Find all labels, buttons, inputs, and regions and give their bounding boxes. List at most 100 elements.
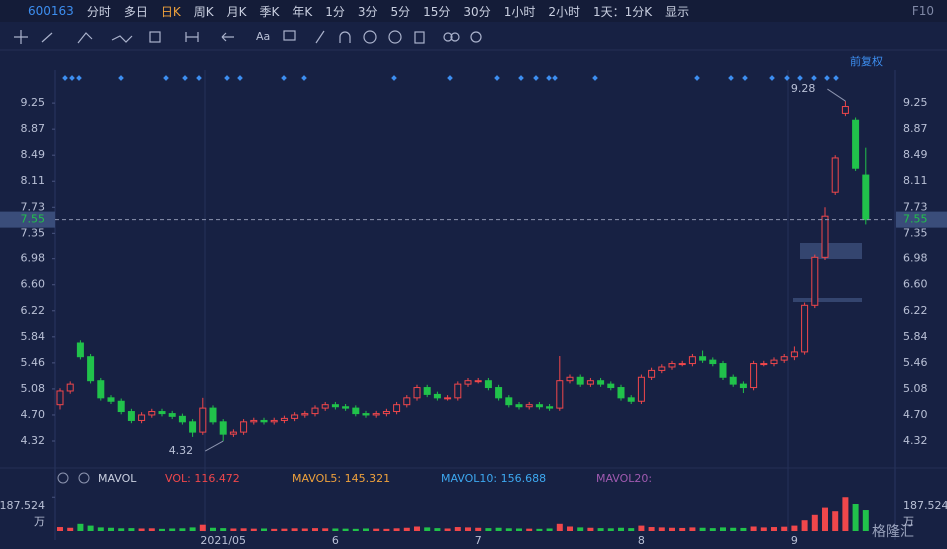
candle-body	[535, 404, 543, 408]
candle-body	[484, 380, 492, 389]
period-tab[interactable]: 日K	[160, 4, 181, 19]
event-dot	[518, 75, 524, 81]
event-dot	[237, 75, 243, 81]
event-dot	[281, 75, 287, 81]
volume-unit: 万	[903, 515, 914, 528]
candle-body	[811, 256, 819, 306]
period-tab[interactable]: 1小时	[503, 4, 536, 19]
period-tab[interactable]: 2小时	[548, 4, 580, 19]
volume-bar	[720, 527, 726, 531]
volume-bar	[230, 528, 237, 531]
volume-bar	[240, 528, 247, 531]
event-dot	[391, 75, 397, 81]
volume-bar	[791, 525, 798, 531]
y-tick-label: 8.11	[21, 174, 46, 187]
volume-bar	[373, 528, 380, 531]
volume-bar	[159, 528, 165, 531]
event-dot	[769, 75, 775, 81]
period-tab[interactable]: 1分	[325, 4, 345, 19]
period-tab[interactable]: 1天：1分K	[592, 4, 653, 19]
candle-body	[566, 376, 574, 382]
candle-body	[576, 376, 584, 385]
volume-bar	[771, 527, 777, 531]
event-dot	[163, 75, 169, 81]
candle-body	[688, 356, 696, 365]
adjust-mode[interactable]: 前复权	[850, 54, 883, 68]
period-tab[interactable]: 月K	[226, 4, 247, 19]
text-tool[interactable]: Aa	[256, 30, 270, 43]
period-tab[interactable]: 5分	[390, 4, 411, 19]
period-tab[interactable]: 年K	[292, 4, 313, 19]
candle-body	[852, 119, 860, 169]
candle-body	[862, 174, 870, 221]
candle-body	[750, 363, 758, 389]
volume-bar	[220, 528, 227, 531]
event-dot	[533, 75, 539, 81]
y-tick-label: 8.49	[21, 148, 46, 161]
candle-body	[229, 431, 237, 435]
candle-body	[403, 397, 411, 406]
candle-body	[148, 411, 156, 416]
candle-body	[87, 356, 95, 382]
y-tick-label: 8.11	[903, 174, 928, 187]
period-tab[interactable]: 分时	[86, 4, 111, 19]
period-tab[interactable]: 周K	[193, 4, 214, 19]
volume-bar	[638, 525, 645, 531]
volume-tick-label: 187.524	[0, 499, 45, 512]
period-tab[interactable]: 3分	[357, 4, 378, 19]
volume-bar	[444, 528, 451, 531]
candle-body	[372, 413, 380, 416]
volume-bar	[465, 527, 471, 531]
volume-bar	[709, 528, 716, 531]
period-tab[interactable]: 显示	[665, 4, 690, 19]
period-tab[interactable]: 15分	[423, 4, 451, 19]
gap-zone	[800, 243, 862, 259]
volume-legend: MAVOL	[98, 472, 137, 485]
y-tick-label: 8.87	[21, 122, 46, 135]
period-tab[interactable]: 30分	[463, 4, 491, 19]
candle-body	[66, 383, 74, 392]
event-dot	[301, 75, 307, 81]
period-tab[interactable]: 季K	[259, 4, 280, 19]
event-dot	[552, 75, 558, 81]
event-dot	[824, 75, 830, 81]
volume-bar	[352, 528, 359, 531]
volume-bar	[393, 528, 400, 531]
y-tick-label: 4.32	[21, 434, 46, 447]
y-tick-label: 6.60	[21, 278, 46, 291]
candle-body	[311, 407, 319, 415]
volume-bar	[169, 528, 176, 531]
candle-body	[97, 380, 105, 399]
y-tick-label: 7.35	[903, 226, 928, 239]
f10[interactable]: F10	[911, 4, 934, 18]
event-dot	[196, 75, 202, 81]
candle-body	[250, 419, 258, 423]
volume-bar	[128, 528, 135, 531]
candle-body	[444, 397, 452, 400]
candle-body	[556, 380, 564, 409]
candle-body	[413, 387, 421, 399]
candle-body	[627, 397, 635, 402]
candle-body	[525, 404, 533, 408]
period-tab[interactable]: 多日	[123, 4, 148, 19]
candle-body	[464, 380, 472, 385]
volume-bar	[291, 528, 298, 531]
volume-unit: 万	[34, 515, 45, 528]
volume-bar	[628, 528, 635, 531]
candle-body	[780, 356, 788, 361]
candle-body	[219, 421, 227, 435]
candle-body	[362, 413, 370, 416]
event-dot	[784, 75, 790, 81]
candle-body	[291, 414, 299, 419]
annotation: 4.32	[169, 444, 194, 457]
stock-code[interactable]: 600163	[28, 4, 74, 18]
volume-bar	[363, 528, 369, 531]
toolbar: 600163 分时 多日 日K 周K 月K 季K 年K 1分 3分 5分 15分 30分 1小时 2小时 1…	[0, 0, 947, 22]
candle-body	[158, 411, 166, 415]
y-tick-label: 8.49	[903, 148, 928, 161]
event-dot	[118, 75, 124, 81]
annotation-leader	[827, 88, 846, 102]
candle-body	[770, 359, 778, 365]
candle-body	[648, 369, 656, 378]
candle-body	[209, 407, 217, 423]
